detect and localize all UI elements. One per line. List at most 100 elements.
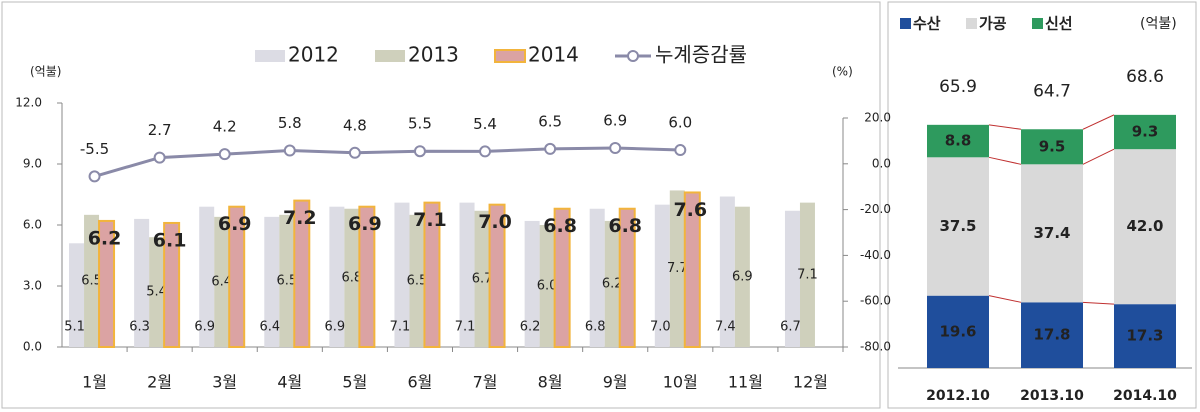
bar [214,216,230,347]
legend-swatch [375,50,405,62]
data-label: 7.1 [797,267,818,282]
total-label: 68.6 [1126,67,1164,87]
data-label: 6.1 [153,229,187,251]
bar-segment [1021,129,1083,165]
legend-label: 가공 [979,15,1007,33]
data-label: 17.3 [1126,327,1163,345]
connector [988,156,1022,165]
bar-segment [927,157,989,296]
x-tick-label: 2014.10 [1113,388,1177,404]
x-tick-label: 7월 [473,373,498,392]
bar [279,214,295,347]
y2-tick-label: -60.0 [860,294,891,308]
y-tick-label: 9.0 [23,157,42,171]
bar [394,202,410,347]
y2-tick-label: 20.0 [864,111,891,125]
data-label: 6.8 [543,215,577,237]
bar-segment [1021,302,1083,368]
data-label: 9.3 [1132,123,1159,141]
data-label: 7.4 [715,320,736,335]
bar [524,220,540,347]
bar [344,208,360,347]
connector [988,124,1022,130]
data-label: 2.7 [148,121,172,139]
line-marker [348,146,361,159]
legend-label: 2012 [288,43,339,67]
bar [654,204,670,347]
data-label: 5.8 [278,114,302,132]
bar [719,196,735,347]
bar [134,218,150,347]
bar [69,243,85,347]
bar [589,208,605,347]
line-marker [88,170,101,183]
data-label: 6.9 [603,111,627,129]
bar [539,225,555,347]
x-tick-label: 11월 [728,373,763,392]
y2-tick-label: -80.0 [860,340,891,354]
bar [228,205,246,348]
line-marker [413,145,426,158]
bar [683,191,701,348]
data-label: 6.0 [537,279,558,294]
data-label: 9.5 [1039,137,1066,155]
data-label: 7.7 [667,261,688,276]
bar [329,206,345,347]
data-label: 4.2 [213,118,237,136]
x-tick-label: 12월 [793,373,828,392]
x-tick-label: 2012.10 [926,388,990,404]
data-label: 5.1 [64,320,85,335]
y-tick-label: 0.0 [23,340,42,354]
bar [199,206,215,347]
data-label: -5.5 [80,140,109,158]
data-label: 17.8 [1033,326,1070,344]
legend-label: 2014 [528,43,579,67]
bar [459,202,475,347]
y-tick-label: 6.0 [23,218,42,232]
legend-label: 수산 [913,15,941,33]
data-label: 6.4 [259,320,280,335]
x-tick-label: 5월 [342,373,367,392]
bar [264,216,280,347]
bar-segment [1114,304,1176,368]
legend-label: 누계증감률 [655,43,747,67]
legend-label: 2013 [408,43,459,67]
data-label: 6.9 [194,320,215,335]
data-label: 5.4 [473,115,497,133]
bar [474,210,490,347]
data-label: 6.2 [520,320,541,335]
x-tick-label: 2013.10 [1020,388,1084,404]
connector [1082,114,1115,130]
bar-segment [927,295,989,368]
x-tick-label: 8월 [538,373,563,392]
total-label: 65.9 [939,77,977,97]
line [94,146,681,178]
y2-tick-label: -20.0 [860,202,891,216]
y-tick-label: 12.0 [15,96,42,110]
bar [734,206,750,347]
bar [293,199,311,348]
line-marker [283,144,296,157]
x-tick-label: 3월 [212,373,237,392]
data-label: 5.4 [146,285,167,300]
data-label: 6.5 [407,273,428,288]
bar [163,221,181,348]
line-marker [674,144,687,157]
data-label: 6.9 [732,269,753,284]
data-label: 6.8 [342,270,363,285]
legend-swatch [900,18,911,29]
legend-swatch [966,18,977,29]
connector [1082,148,1115,165]
y2-tick-label: 0.0 [872,156,891,170]
y2-unit: (%) [832,65,853,79]
y-tick-label: 3.0 [23,279,42,293]
legend-swatch [1032,18,1043,29]
x-tick-label: 6월 [408,373,433,392]
x-tick-label: 9월 [603,373,628,392]
connector [988,295,1022,303]
line-marker [544,142,557,155]
data-label: 7.0 [650,320,671,335]
bar-segment [1114,149,1176,305]
data-label: 6.7 [780,320,801,335]
data-label: 6.5 [81,273,102,288]
